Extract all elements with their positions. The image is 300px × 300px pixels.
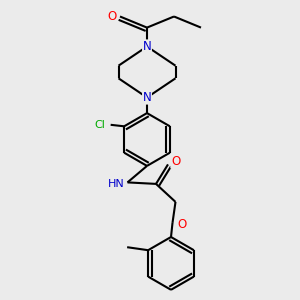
Text: N: N: [142, 40, 152, 53]
Text: HN: HN: [108, 179, 125, 189]
Text: O: O: [177, 218, 186, 231]
Text: O: O: [108, 10, 117, 23]
Text: Cl: Cl: [95, 120, 106, 130]
Text: N: N: [142, 91, 152, 104]
Text: O: O: [171, 155, 180, 168]
